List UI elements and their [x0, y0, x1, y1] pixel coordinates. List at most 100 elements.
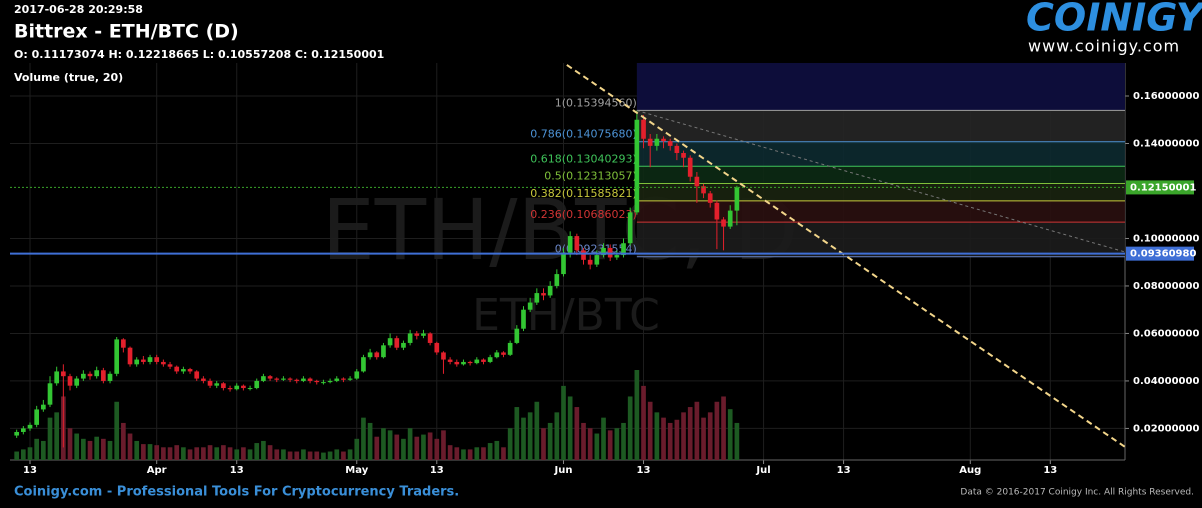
- y-tick-label: 0.16000000: [1133, 91, 1199, 102]
- volume-bar: [387, 430, 393, 460]
- volume-bar: [41, 440, 46, 460]
- volume-bar: [201, 447, 206, 460]
- candle-body: [221, 383, 226, 389]
- trend-line: [636, 110, 1126, 253]
- candle-body: [381, 345, 386, 358]
- volume-bar: [467, 449, 473, 460]
- candle-body: [567, 236, 573, 253]
- volume-bar: [341, 451, 346, 460]
- candle-body: [127, 347, 133, 365]
- volume-bar: [587, 428, 593, 460]
- volume-bar: [554, 412, 560, 460]
- volume-bar: [367, 422, 373, 460]
- candle-body: [267, 376, 273, 379]
- volume-bar: [181, 447, 186, 460]
- candle-body: [407, 333, 413, 343]
- candle-body: [27, 424, 33, 429]
- candle-body: [101, 370, 106, 381]
- candle-body: [247, 388, 253, 390]
- logo-url: www.coinigy.com: [1028, 37, 1180, 56]
- price-box: [1126, 180, 1194, 195]
- volume-bar: [107, 440, 113, 460]
- candle-body: [647, 138, 653, 146]
- volume-bar: [521, 417, 526, 460]
- ohlc-readout: O: 0.11173074 H: 0.12218665 L: 0.1055720…: [14, 48, 384, 61]
- volume-bar: [121, 422, 126, 460]
- volume-bar: [454, 447, 460, 460]
- volume-bar: [247, 449, 253, 460]
- x-tick-label: 13: [430, 465, 444, 476]
- volume-bar: [354, 438, 360, 460]
- candle-body: [174, 366, 180, 372]
- candle-body: [334, 378, 340, 381]
- candle-body: [187, 369, 193, 372]
- volume-bar: [67, 428, 73, 460]
- candle-body: [301, 378, 306, 381]
- candle-body: [467, 361, 473, 364]
- volume-bar: [501, 447, 506, 460]
- candle-body: [561, 252, 566, 275]
- candle-body: [447, 359, 453, 362]
- x-tick-label: Jul: [755, 465, 770, 476]
- volume-bar: [647, 401, 653, 460]
- candle-body: [541, 293, 546, 296]
- volume-bar: [234, 449, 240, 460]
- candle-body: [661, 138, 666, 142]
- candle-body: [581, 250, 586, 260]
- price-box: [1126, 246, 1194, 261]
- candle-body: [667, 141, 673, 146]
- candle-body: [367, 352, 373, 358]
- volume-bar: [194, 447, 200, 460]
- volume-bar: [421, 434, 426, 460]
- candle-body: [587, 259, 593, 265]
- y-tick-label: 0.06000000: [1133, 328, 1199, 339]
- candle-body: [94, 370, 100, 377]
- candle-body: [707, 193, 713, 203]
- y-tick-label: 0.08000000: [1133, 281, 1199, 292]
- candle-body: [227, 388, 233, 390]
- volume-bar: [361, 417, 366, 460]
- volume-bar: [401, 438, 406, 460]
- candle-body: [241, 385, 246, 389]
- volume-bar: [687, 407, 693, 460]
- candle-body: [61, 371, 66, 377]
- candle-body: [414, 333, 420, 336]
- volume-bar: [27, 447, 33, 460]
- x-tick-label: Aug: [959, 465, 981, 476]
- volume-bar: [167, 447, 173, 460]
- volume-bar: [261, 440, 266, 460]
- volume-bar: [54, 412, 60, 460]
- x-tick-label: Apr: [147, 465, 167, 476]
- volume-bar: [441, 430, 446, 460]
- volume-bar: [274, 449, 280, 460]
- volume-bar: [74, 433, 80, 460]
- x-tick-label: 13: [23, 465, 37, 476]
- candle-body: [527, 302, 533, 310]
- candle-body: [134, 359, 140, 365]
- fib-band: [636, 166, 1125, 184]
- volume-bar: [207, 445, 213, 460]
- volume-bar: [627, 396, 633, 460]
- volume-bar: [734, 422, 740, 460]
- volume-bar: [374, 436, 380, 460]
- volume-bar: [101, 438, 106, 460]
- volume-bar: [654, 412, 660, 460]
- volume-bar: [267, 445, 273, 460]
- volume-bar: [407, 428, 413, 460]
- candle-body: [354, 371, 360, 379]
- candle-body: [721, 219, 726, 227]
- candle-body: [361, 357, 366, 372]
- candle-body: [194, 371, 200, 379]
- candle-body: [521, 309, 526, 329]
- fib-label: 0.786(0.14075680): [530, 128, 637, 141]
- candle-body: [321, 382, 326, 384]
- volume-bar: [307, 451, 313, 460]
- y-tick-label: 0.10000000: [1133, 233, 1199, 244]
- volume-bar: [314, 451, 320, 460]
- candle-body: [687, 157, 693, 177]
- volume-bar: [514, 407, 520, 460]
- volume-bar: [334, 449, 340, 460]
- x-tick-label: May: [345, 465, 368, 476]
- candle-body: [274, 378, 280, 380]
